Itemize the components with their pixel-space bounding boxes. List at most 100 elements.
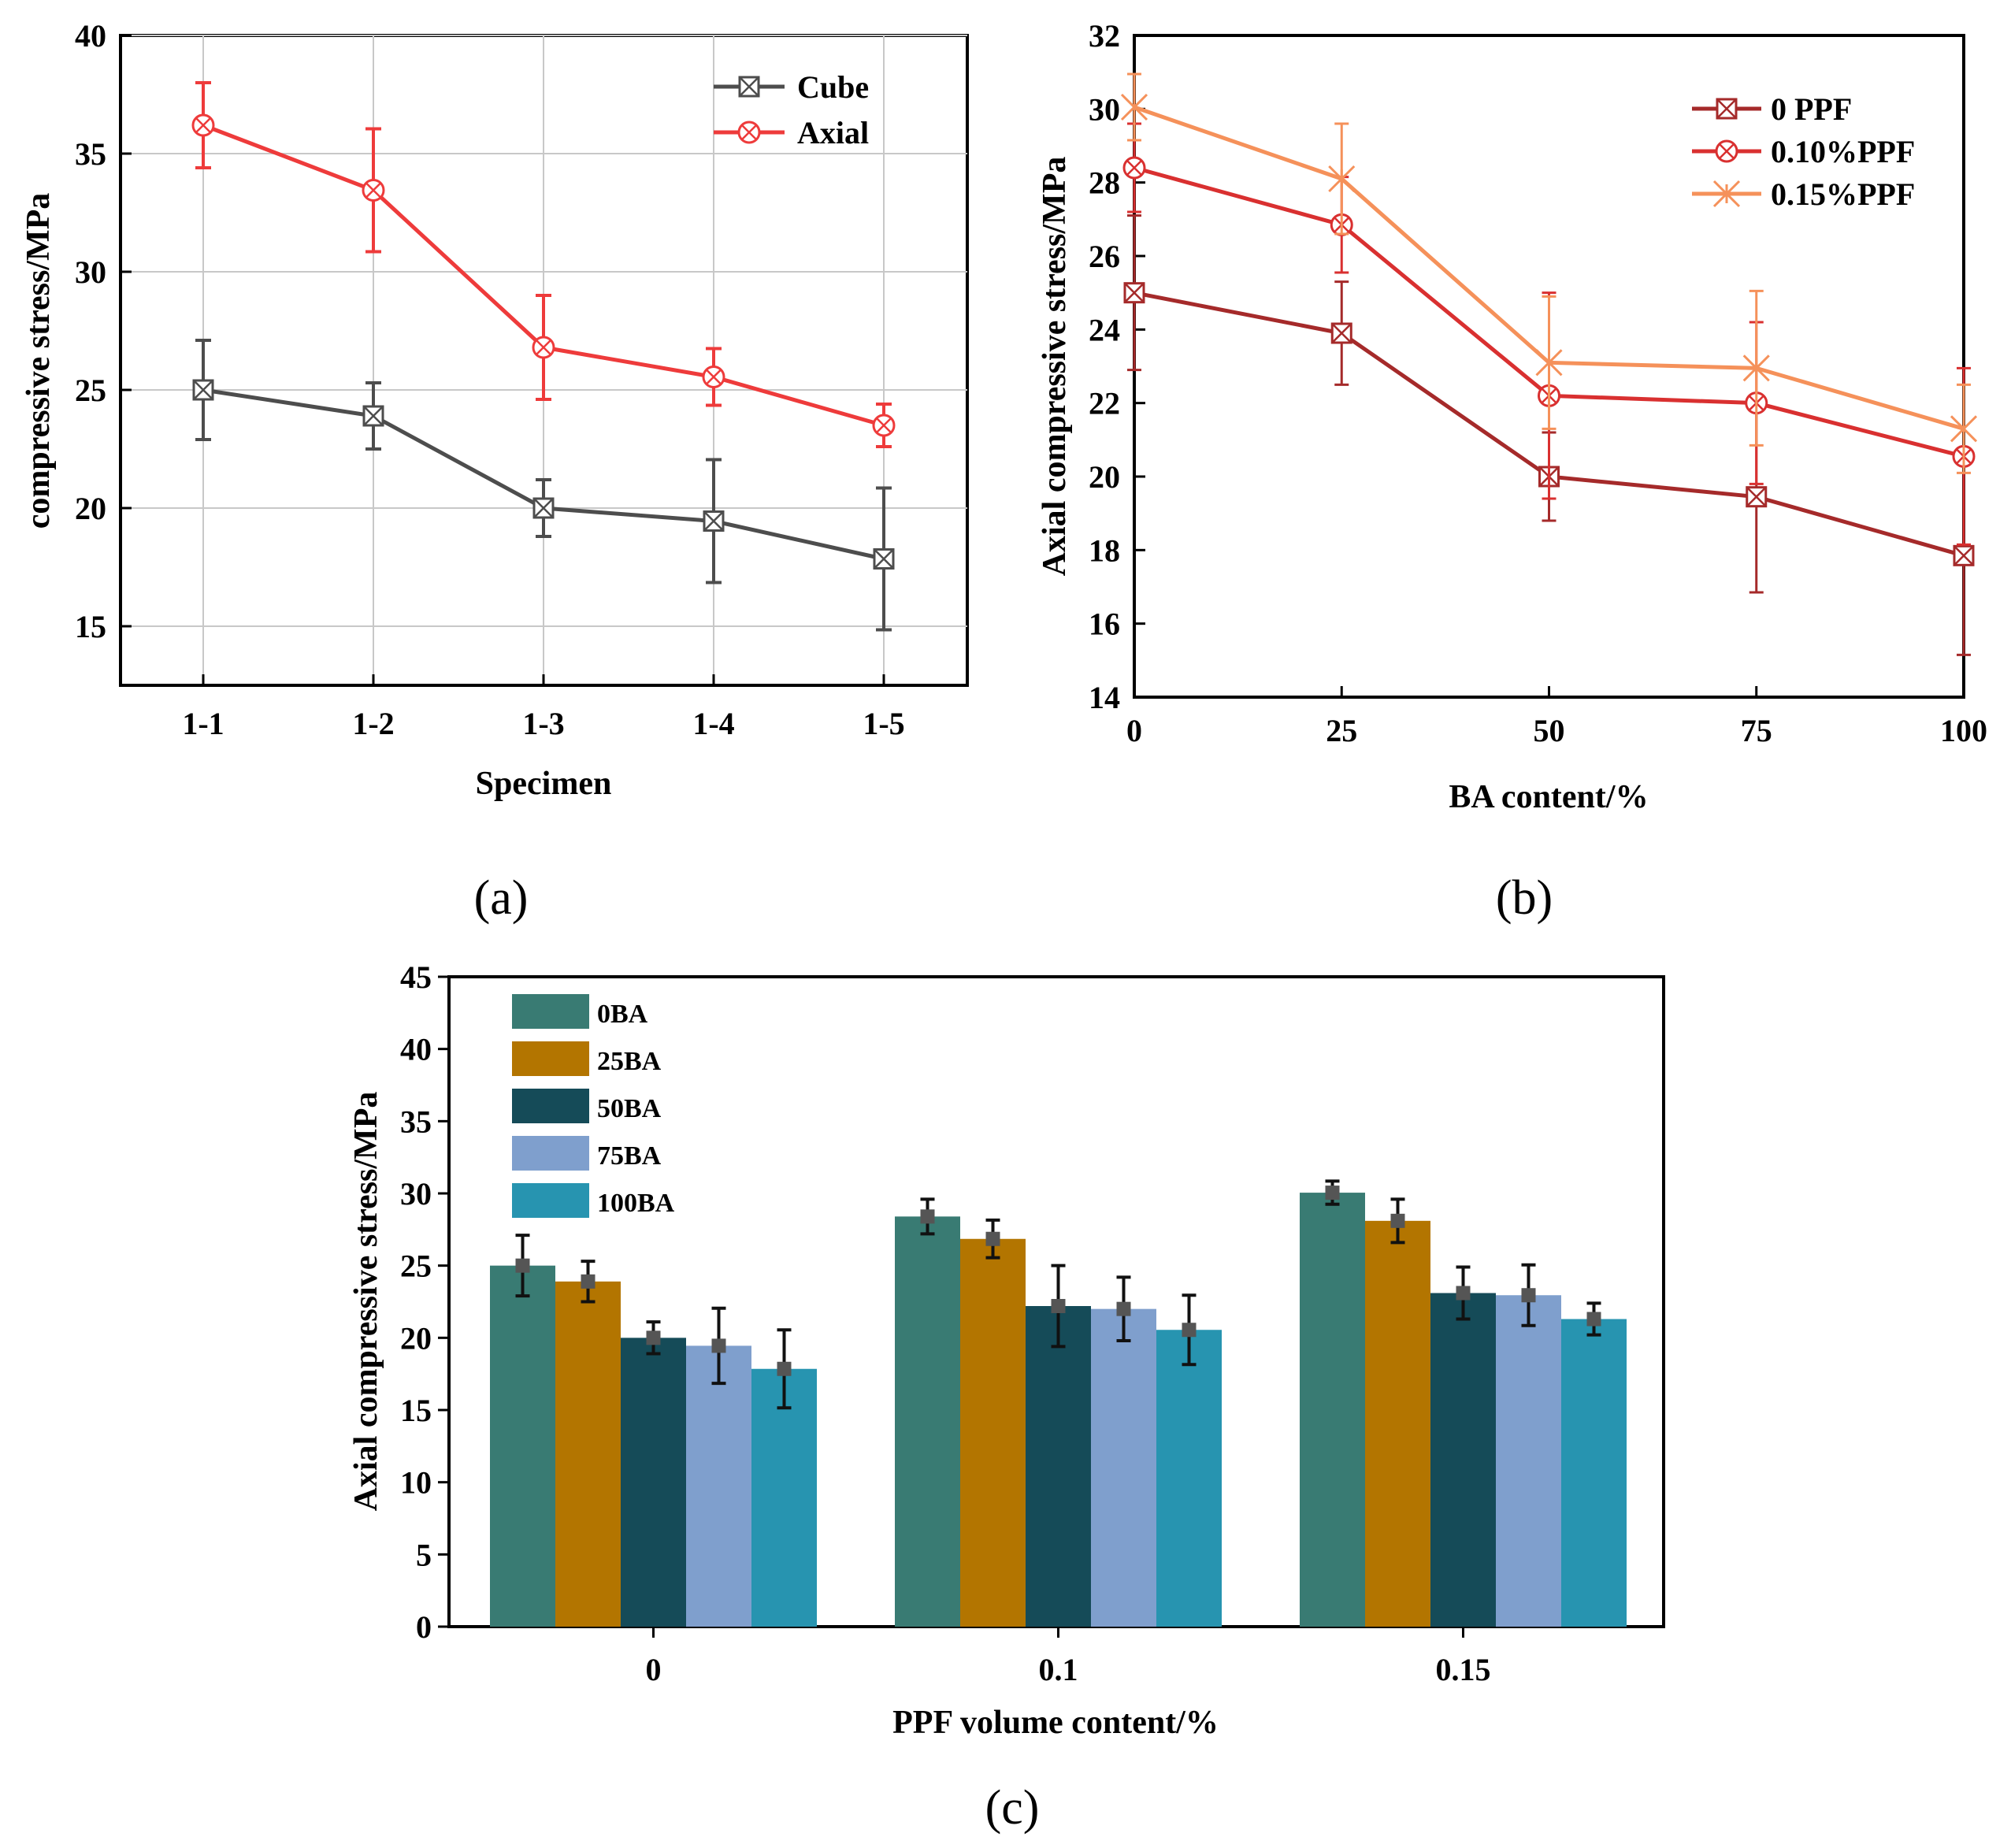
panel-a-point-cube [532, 497, 555, 519]
panel-c-bar-25ba [960, 1238, 1026, 1627]
panel-c-legend-swatch [512, 1136, 589, 1171]
panel-a-x-tick-label: 1-4 [692, 706, 734, 741]
panel-b-point-cross [1746, 486, 1767, 507]
panel-a-legend: Cube Axial [714, 69, 869, 150]
panel-b-y-tick-label: 28 [1089, 165, 1120, 201]
panel-a-y-axis-title: compressive stress/MPa [20, 193, 57, 529]
panel-b-y-tick-label: 14 [1089, 680, 1120, 715]
panel-a-point-axial-cross [706, 369, 722, 384]
panel-c-y-tick-label: 15 [400, 1393, 432, 1428]
panel-a-x-tick-label: 1-3 [522, 706, 564, 741]
panel-c-legend-label: 25BA [597, 1047, 662, 1076]
panel-b-point [1122, 156, 1146, 180]
panel-a-point-axial-cross [365, 183, 381, 198]
panel-b-x-tick-label: 50 [1534, 713, 1565, 748]
panel-a-point-axial [362, 179, 385, 202]
panel-c-mean-marker [920, 1209, 935, 1224]
panel-c-bar-50ba [621, 1338, 686, 1627]
panel-c-mean-marker [1456, 1286, 1471, 1301]
panel-c-y-tick-label: 20 [400, 1320, 432, 1356]
panel-b-y-tick-label: 24 [1089, 312, 1120, 347]
panel-c-mean-marker [1051, 1299, 1066, 1313]
panel-c-bar-0ba [895, 1216, 960, 1627]
panel-b-point-star [1950, 415, 1978, 443]
panel-b-point-star [1328, 165, 1356, 193]
panel-b-point [1950, 415, 1978, 443]
panel-b-label: (b) [1496, 871, 1553, 925]
panel-b-point-star [1742, 354, 1770, 382]
panel-c-mean-marker [711, 1338, 726, 1353]
panel-c-mean-marker [777, 1361, 792, 1376]
panel-a-x-tick-label: 1-5 [863, 706, 904, 741]
panel-c-mean-marker [1586, 1312, 1601, 1327]
panel-b-point-star [1120, 93, 1148, 121]
panel-b-point-cross [1331, 323, 1352, 343]
panel-a-legend-label: Cube [797, 69, 869, 105]
panel-b-legend-marker-star [1712, 180, 1741, 208]
panel-c-bars [490, 1179, 1627, 1627]
panel-a-y-tick-label: 35 [75, 136, 106, 172]
panel-c-y-axis-title: Axial compressive stress/MPa [348, 1092, 384, 1512]
panel-c-mean-marker [1182, 1323, 1197, 1338]
panel-a-legend-marker-cross [741, 124, 757, 140]
panel-b-point [1535, 349, 1563, 377]
panel-a-legend-marker [737, 121, 761, 144]
panel-c-bar-100ba [751, 1368, 817, 1627]
panel-a-point-axial-cross [536, 340, 551, 355]
panel-a-point-axial-cross [195, 117, 211, 133]
panel-c-legend: 0BA 25BA 50BA 75BA 100BA [512, 994, 675, 1218]
panel-c-legend-swatch [512, 1183, 589, 1218]
panel-a-point-axial [532, 336, 555, 359]
panel-c-mean-marker [581, 1274, 596, 1289]
panel-c-label: (c) [985, 1781, 1040, 1835]
panel-b-y-tick-label: 16 [1089, 607, 1120, 642]
panel-a-series [191, 81, 896, 632]
panel-c-x-tick-label: 0.1 [1039, 1652, 1078, 1687]
panel-c-bar-100ba [1156, 1330, 1222, 1627]
panel-b-point [1742, 354, 1770, 382]
panel-b-legend-label: 0 PPF [1771, 91, 1852, 127]
panel-b-y-tick-label: 26 [1089, 239, 1120, 274]
panel-b-y-tick-label: 30 [1089, 91, 1120, 127]
panel-a-point-cube-cross [533, 498, 554, 518]
panel-c-y-tick-label: 0 [416, 1609, 432, 1645]
panel-b-y-tick-label: 18 [1089, 533, 1120, 568]
panel-c-y-tick-label: 10 [400, 1465, 432, 1501]
panel-c-mean-marker [1325, 1186, 1340, 1200]
panel-a-point-cube-cross [363, 406, 384, 426]
panel-b-legend-marker [1712, 180, 1741, 208]
panel-b-x-tick-label: 100 [1940, 713, 1987, 748]
panel-b-legend-marker-cross [1719, 143, 1735, 159]
panel-c-bar-50ba [1026, 1306, 1091, 1627]
panel-b-legend-label: 0.10%PPF [1771, 134, 1915, 169]
panel-c-x-tick-label: 0.15 [1436, 1652, 1491, 1687]
panel-a-point-axial [872, 414, 896, 437]
panel-b-point [1330, 322, 1352, 344]
panel-c-mean-marker [985, 1231, 1000, 1246]
panel-a-point-axial [702, 366, 725, 388]
panel-c-x-axis-title: PPF volume content/% [892, 1705, 1219, 1741]
panel-c-y-tick-label: 5 [416, 1537, 432, 1572]
panel-b-line-chart: 14 16 18 20 22 24 26 28 30 32 0 25 50 75 100 0 PPF 0.10… [1037, 18, 1987, 925]
panel-b-y-tick-label: 32 [1089, 18, 1120, 54]
panel-b-legend-marker [1716, 98, 1738, 120]
panel-c-legend-swatch [512, 1041, 589, 1076]
panel-c-mean-marker [515, 1258, 530, 1273]
panel-c-axes: 0 5 10 15 20 25 30 35 40 45 0 0.1 0.15 [400, 959, 1491, 1687]
panel-b-point-star [1535, 349, 1563, 377]
panel-c-legend-swatch [512, 994, 589, 1029]
panel-c-legend-swatch [512, 1089, 589, 1123]
panel-c-y-tick-label: 40 [400, 1032, 432, 1067]
panel-c-y-tick-label: 45 [400, 959, 432, 995]
panel-c-mean-marker [1521, 1288, 1536, 1303]
panel-c-bar-25ba [1365, 1220, 1430, 1627]
panel-c-legend-label: 75BA [597, 1141, 662, 1171]
panel-a-y-tick-label: 30 [75, 254, 106, 290]
panel-b-legend-marker [1715, 139, 1738, 163]
panel-a-y-tick-label: 15 [75, 609, 106, 644]
panel-b-point [1953, 544, 1975, 566]
panel-c-bar-50ba [1430, 1293, 1496, 1627]
panel-b-point [1328, 165, 1356, 193]
panel-a-axes: 15 20 25 30 35 40 1-1 1-2 1-3 1-4 1-5 [75, 18, 905, 741]
